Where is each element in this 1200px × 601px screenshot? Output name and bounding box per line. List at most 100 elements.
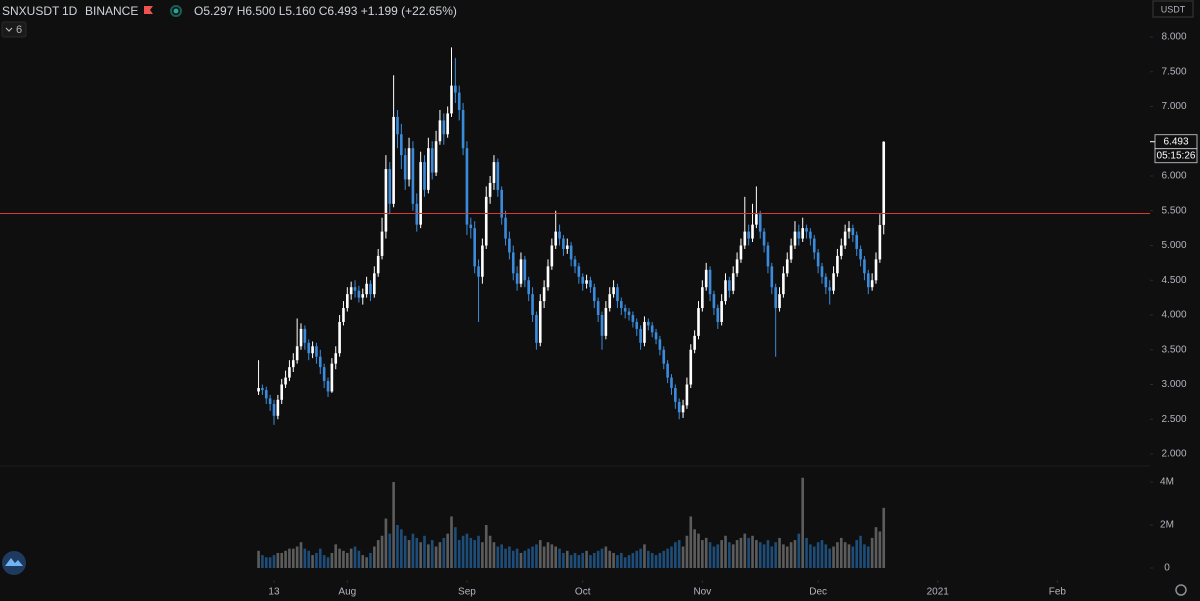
ohlc-legend: O5.297 H6.500 L5.160 C6.493 +1.199 (+22.… bbox=[194, 4, 457, 18]
x-tick-label: Oct bbox=[575, 587, 591, 598]
volume-bar bbox=[785, 546, 789, 568]
volume-bar bbox=[677, 540, 681, 568]
candle-body bbox=[685, 384, 689, 406]
flag-icon[interactable] bbox=[144, 6, 153, 14]
candle-body bbox=[851, 228, 855, 236]
candle-body bbox=[291, 360, 295, 368]
candle-body bbox=[797, 231, 801, 239]
candle-body bbox=[778, 294, 781, 309]
candle-body bbox=[396, 116, 399, 135]
candle-body bbox=[361, 294, 365, 298]
candle-body bbox=[743, 231, 747, 246]
candle-body bbox=[662, 349, 666, 364]
x-tick-label: Sep bbox=[458, 587, 476, 598]
volume-bar bbox=[619, 552, 623, 568]
candle-body bbox=[488, 182, 492, 197]
volume-bar bbox=[427, 544, 430, 568]
status-ring bbox=[170, 5, 182, 17]
candle-body bbox=[330, 363, 334, 392]
currency-box[interactable] bbox=[1152, 0, 1194, 18]
volume-bar bbox=[315, 552, 318, 568]
volume-bar bbox=[627, 555, 631, 568]
volume-bar bbox=[770, 546, 774, 568]
volume-bar bbox=[403, 535, 407, 568]
volume-bar bbox=[751, 535, 754, 568]
volume-bar bbox=[847, 544, 851, 568]
candle-body bbox=[639, 328, 642, 343]
settings-icon[interactable] bbox=[1175, 584, 1187, 596]
volume-bar bbox=[318, 548, 322, 568]
candle-body bbox=[589, 280, 592, 288]
candle-body bbox=[407, 148, 411, 180]
volume-bar bbox=[326, 557, 330, 568]
volume-bar bbox=[558, 548, 561, 568]
y-tick-label: 6.000 bbox=[1161, 171, 1186, 182]
volume-bar bbox=[604, 546, 608, 568]
countdown-box bbox=[1154, 148, 1198, 164]
volume-bar bbox=[681, 546, 685, 568]
volume-bar bbox=[600, 548, 604, 568]
candle-body bbox=[820, 266, 824, 277]
volume-bar bbox=[666, 548, 669, 568]
candle-body bbox=[357, 290, 361, 298]
volume-bar bbox=[623, 557, 627, 568]
x-tick-label: 13 bbox=[268, 587, 280, 598]
volume-bar bbox=[832, 546, 835, 568]
volume-tick-label: 2M bbox=[1160, 520, 1174, 531]
currency: USDT bbox=[1161, 4, 1186, 14]
volume-bar bbox=[654, 555, 658, 568]
volume-bar bbox=[488, 535, 492, 568]
volume-bar bbox=[361, 555, 365, 568]
volume-bar bbox=[585, 550, 588, 568]
candle-body bbox=[353, 287, 357, 291]
volume-bar bbox=[434, 546, 438, 568]
volume-bar bbox=[334, 544, 338, 568]
candle-body bbox=[866, 273, 870, 288]
volume-bar bbox=[859, 535, 862, 568]
volume-bar bbox=[400, 529, 403, 568]
volume-bar bbox=[484, 525, 488, 568]
volume-bar bbox=[342, 550, 345, 568]
candle-body bbox=[268, 398, 272, 404]
volume-bar bbox=[365, 557, 368, 568]
volume-bar bbox=[631, 552, 635, 568]
volume-bar bbox=[473, 540, 476, 568]
candle-body bbox=[527, 280, 531, 295]
volume-bar bbox=[793, 540, 797, 568]
candle-body bbox=[373, 273, 376, 295]
candle-body bbox=[411, 148, 415, 204]
candle-body bbox=[500, 189, 503, 218]
candle-body bbox=[731, 273, 735, 291]
volume-bar bbox=[511, 550, 515, 568]
volume-bars bbox=[257, 477, 886, 568]
candle-body bbox=[481, 245, 484, 277]
candle-body bbox=[681, 405, 685, 413]
candle-body bbox=[677, 401, 681, 413]
indicator-toggle[interactable] bbox=[1, 21, 27, 38]
candle-body bbox=[326, 381, 330, 392]
volume-bar bbox=[766, 540, 770, 568]
candle-body bbox=[531, 294, 534, 316]
y-tick-label: 7.500 bbox=[1161, 66, 1186, 77]
candle-body bbox=[770, 266, 774, 288]
volume-bar bbox=[542, 546, 546, 568]
volume-bar bbox=[855, 540, 859, 568]
volume-bar bbox=[307, 550, 311, 568]
symbol[interactable]: SNXUSDT bbox=[2, 4, 60, 18]
y-tick-label: 5.000 bbox=[1161, 240, 1186, 251]
volume-bar bbox=[457, 540, 461, 568]
volume-bar bbox=[465, 533, 469, 568]
volume-bar bbox=[635, 550, 639, 568]
x-tick-label: Dec bbox=[809, 587, 827, 598]
candle-body bbox=[550, 245, 554, 267]
candle-body bbox=[496, 162, 500, 190]
interval[interactable]: 1D bbox=[62, 4, 78, 18]
volume-bar bbox=[515, 548, 519, 568]
y-tick-label: 3.000 bbox=[1161, 379, 1186, 390]
price-scale-header: USDT bbox=[1152, 0, 1194, 18]
candle-body bbox=[816, 252, 820, 267]
volume-bar bbox=[276, 552, 280, 568]
candle-body bbox=[403, 155, 407, 180]
volume-bar bbox=[291, 548, 295, 568]
